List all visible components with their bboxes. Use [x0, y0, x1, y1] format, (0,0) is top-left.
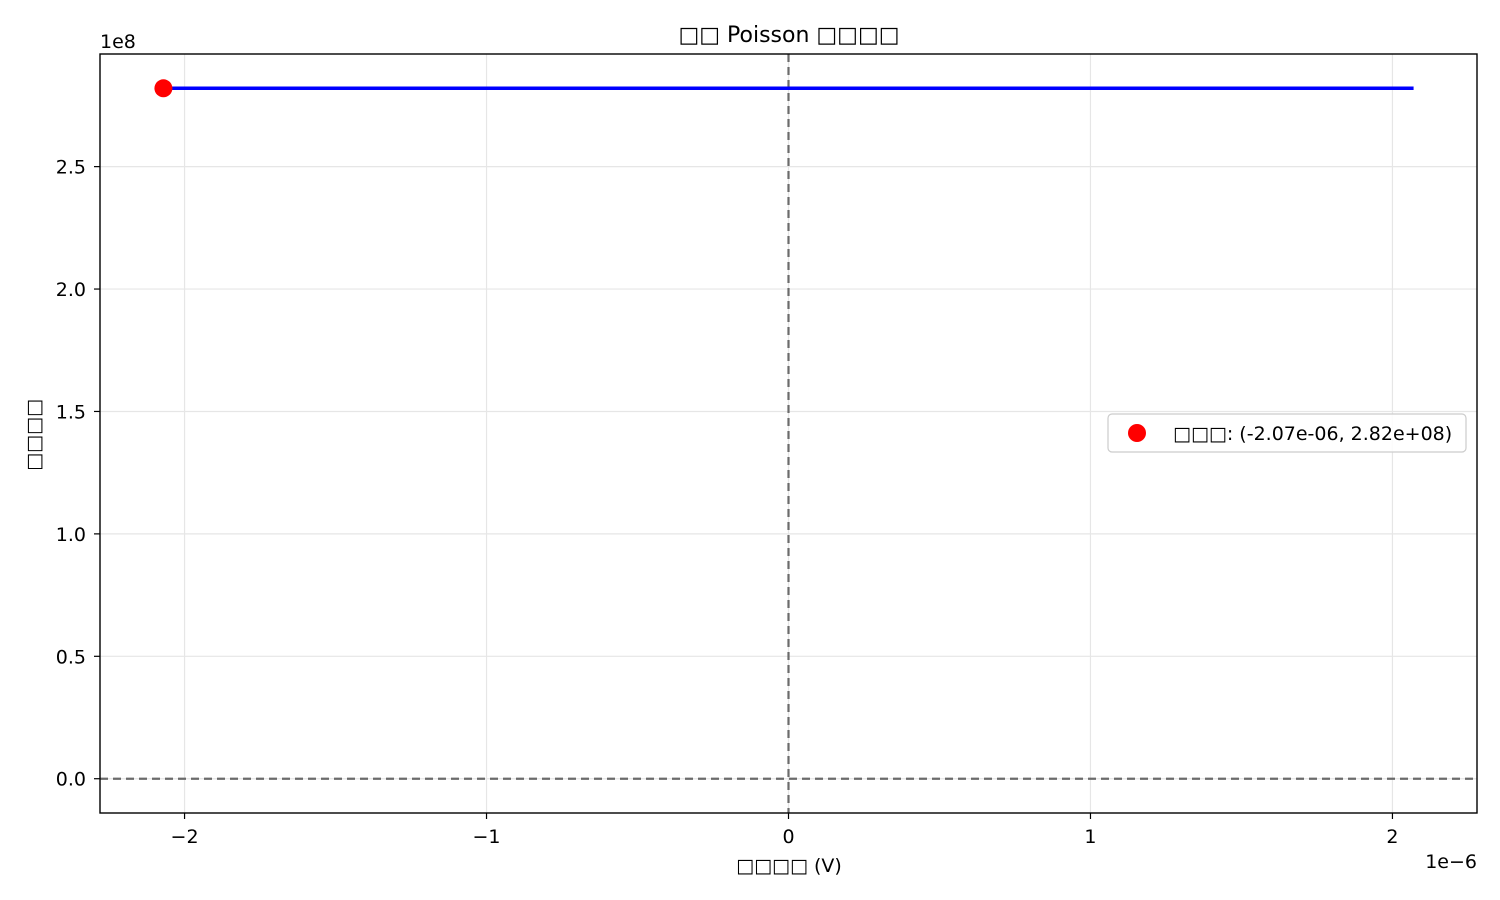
reference-lines — [100, 54, 1477, 813]
x-axis-label: □□□□ (V) — [736, 855, 842, 877]
tick-layer: −2 −1 0 1 2 0.0 0.5 1.0 1.5 2.0 2.5 — [56, 157, 1399, 848]
y-axis-offset-label: 1e8 — [100, 31, 136, 53]
y-axis-label: □□□□ — [23, 399, 45, 471]
series-layer — [154, 79, 1414, 98]
x-axis-offset-label: 1e−6 — [1425, 851, 1477, 873]
x-tick-label: 1 — [1084, 826, 1096, 848]
legend: □□□: (-2.07e-06, 2.82e+08) — [1107, 413, 1467, 453]
y-tick-label: 1.5 — [56, 401, 86, 423]
legend-entry-label: □□□: (-2.07e-06, 2.82e+08) — [1173, 423, 1452, 445]
y-tick-label: 0.5 — [56, 646, 86, 668]
y-tick-label: 0.0 — [56, 769, 86, 791]
x-tick-label: 0 — [782, 826, 794, 848]
legend-marker-icon — [1128, 424, 1146, 442]
x-tick-label: −1 — [473, 826, 501, 848]
y-tick-label: 2.5 — [56, 157, 86, 179]
y-tick-label: 2.0 — [56, 279, 86, 301]
marker-point — [154, 79, 173, 98]
x-tick-label: −2 — [171, 826, 199, 848]
y-tick-label: 1.0 — [56, 524, 86, 546]
chart-title: □□ Poisson □□□□ — [678, 23, 899, 48]
x-tick-label: 2 — [1386, 826, 1398, 848]
legend-box — [1107, 413, 1467, 453]
